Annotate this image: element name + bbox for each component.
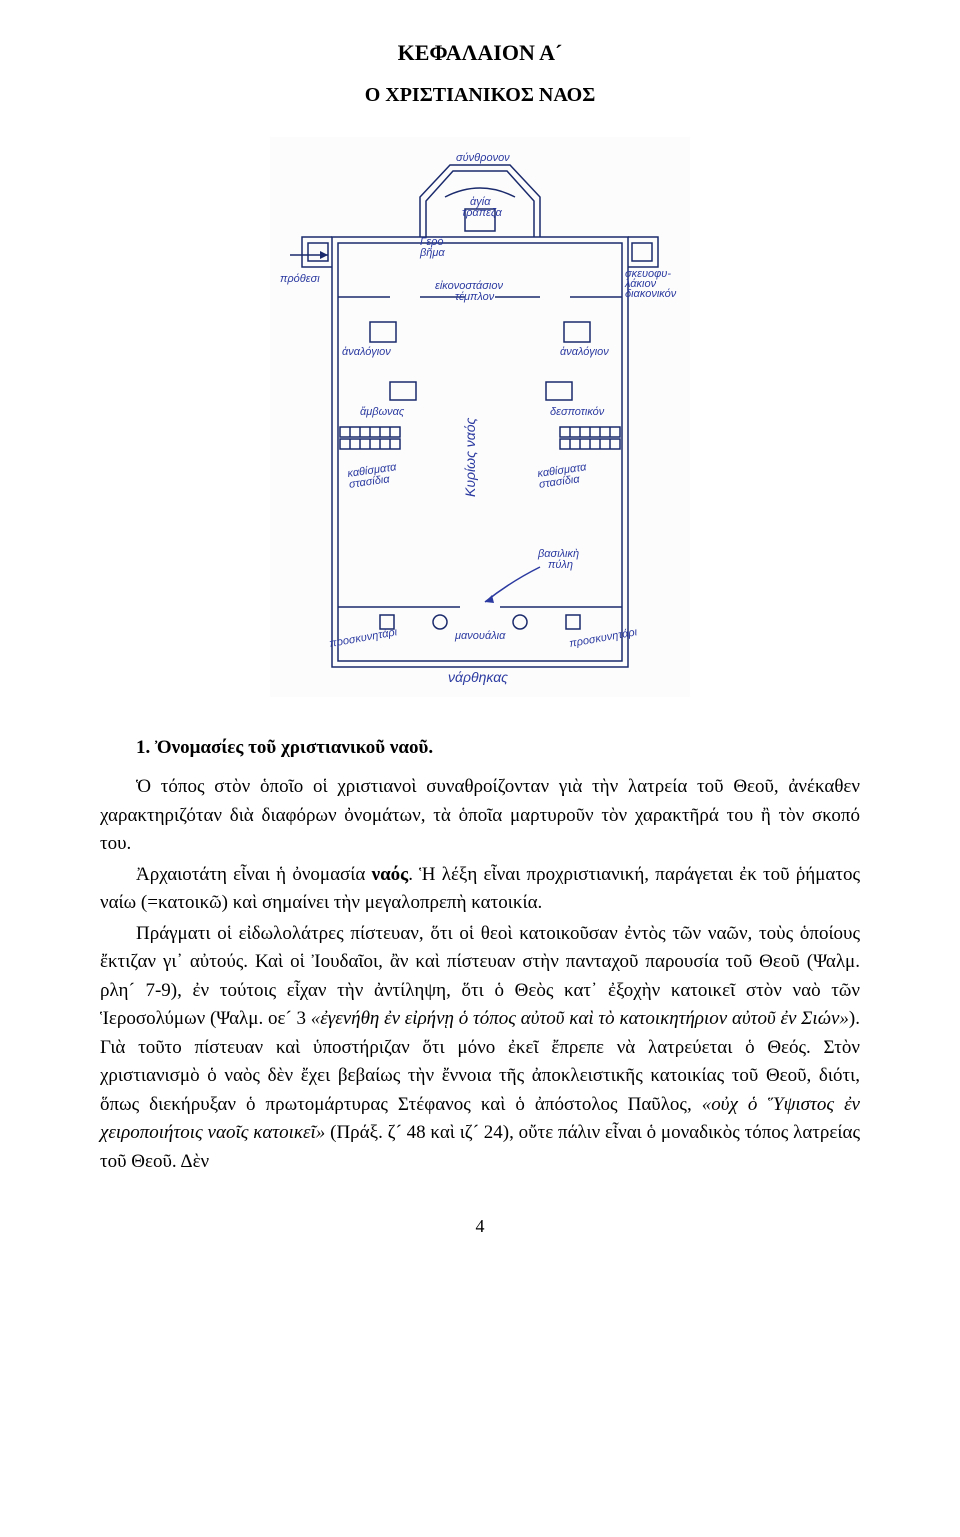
church-floorplan-diagram: σύνθρονον ἁγίατράπεζα πρόθεσι Γερὸβῆμα σ… [270, 137, 690, 697]
label-manoualia: μανουάλια [454, 630, 506, 642]
label-prothesi: πρόθεσι [280, 273, 320, 285]
label-kathismata-right: καθίσματαστασίδια [537, 461, 590, 491]
label-analogion-right: ἀναλόγιον [560, 346, 609, 358]
label-narthex: νάρθηκας [448, 669, 508, 685]
label-eikonostasion: εἰκονοστάσιοντέμπλον [435, 280, 503, 303]
label-analogion-left: ἀναλόγιον [342, 346, 391, 358]
label-agia-trapeza: ἁγίατράπεζα [462, 196, 502, 219]
label-basiliki-pyli: βασιλικὴπύλη [537, 548, 579, 571]
label-synthronon: σύνθρονον [456, 152, 510, 164]
label-skeuophylakion: σκευοφυ-λάκιονδιακονικόν [624, 268, 677, 300]
paragraph-1: Ὁ τόπος στὸν ὁποῖο οἱ χριστιανοὶ συναθρο… [100, 773, 860, 859]
page-number: 4 [100, 1216, 860, 1237]
label-kathismata-left: καθίσματαστασίδια [347, 461, 400, 491]
chapter-subtitle: Ο ΧΡΙΣΤΙΑΝΙΚΟΣ ΝΑΟΣ [100, 84, 860, 107]
label-gorobima: Γερὸβῆμα [419, 236, 445, 259]
label-ambon: ἄμβωνας [360, 406, 405, 418]
label-despotikon: δεσποτικόν [550, 406, 605, 418]
label-proskynitari-left: προσκυνητάρι [328, 626, 398, 650]
paragraph-3: Πράγματι οἱ εἰδωλολάτρες πίστευαν, ὅτι ο… [100, 920, 860, 1177]
section-heading-1: 1. Ὀνομασίες τοῦ χριστιανικοῦ ναοῦ. [100, 737, 860, 759]
label-kyrios-naos: Κυρίως ναός [462, 417, 478, 497]
chapter-title: ΚΕΦΑΛΑΙΟΝ Α´ [100, 40, 860, 66]
paragraph-2: Ἀρχαιοτάτη εἶναι ἡ ὀνομασία ναός. Ἡ λέξη… [100, 861, 860, 918]
church-diagram-container: σύνθρονον ἁγίατράπεζα πρόθεσι Γερὸβῆμα σ… [100, 137, 860, 697]
